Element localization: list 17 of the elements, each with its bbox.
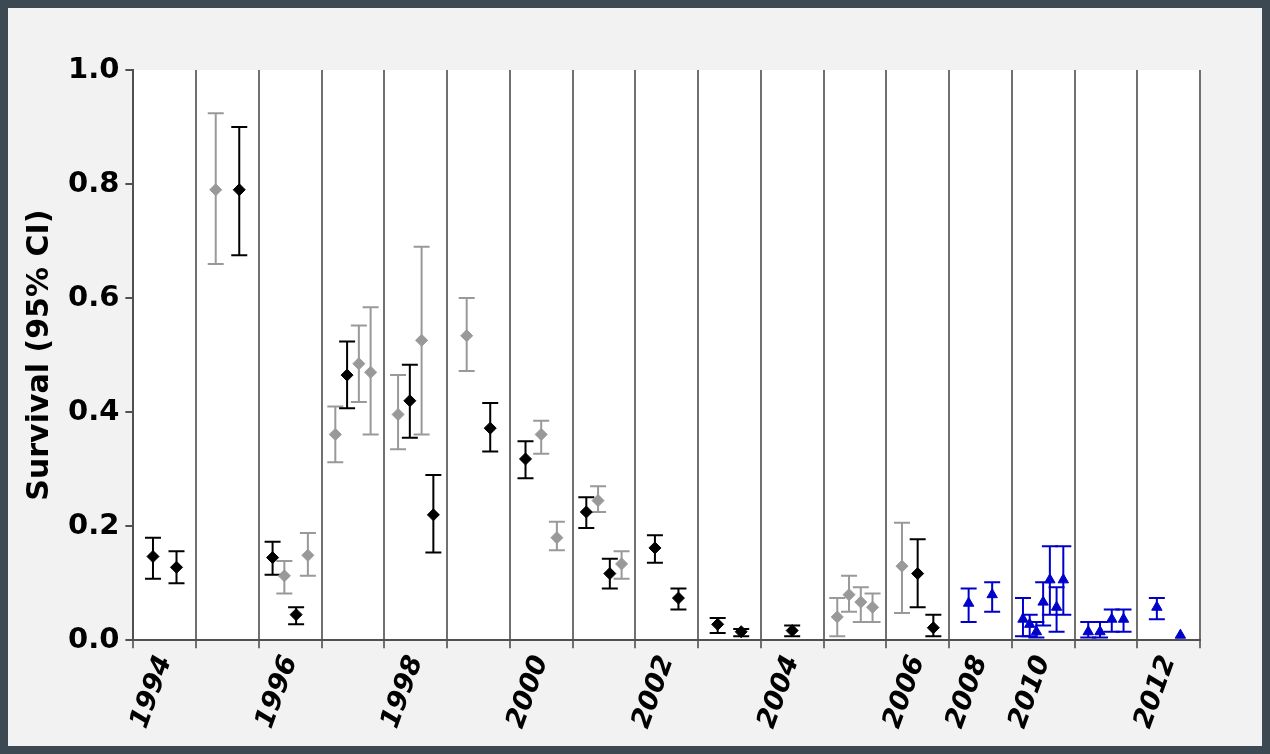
x-tick-label: 1998 — [373, 650, 428, 732]
x-tick-label: 2000 — [498, 650, 554, 732]
x-tick-label: 2002 — [624, 650, 679, 732]
y-tick-label: 1.0 — [68, 50, 120, 85]
x-tick-label: 2004 — [749, 650, 805, 732]
x-tick-label: 2012 — [1126, 650, 1181, 732]
x-tick-label: 1994 — [122, 650, 177, 732]
y-tick-label: 0.4 — [68, 392, 120, 427]
x-tick-label: 2010 — [1000, 650, 1056, 732]
y-tick-label: 0.0 — [68, 620, 120, 655]
y-axis-title: Survival (95% CI) — [19, 209, 55, 501]
y-tick-label: 0.6 — [68, 278, 120, 313]
y-tick-label: 0.2 — [68, 506, 120, 541]
x-tick-label: 1996 — [247, 650, 303, 732]
x-tick-label: 2008 — [937, 650, 993, 732]
y-tick-label: 0.8 — [68, 164, 120, 199]
x-tick-label: 2006 — [875, 650, 930, 732]
